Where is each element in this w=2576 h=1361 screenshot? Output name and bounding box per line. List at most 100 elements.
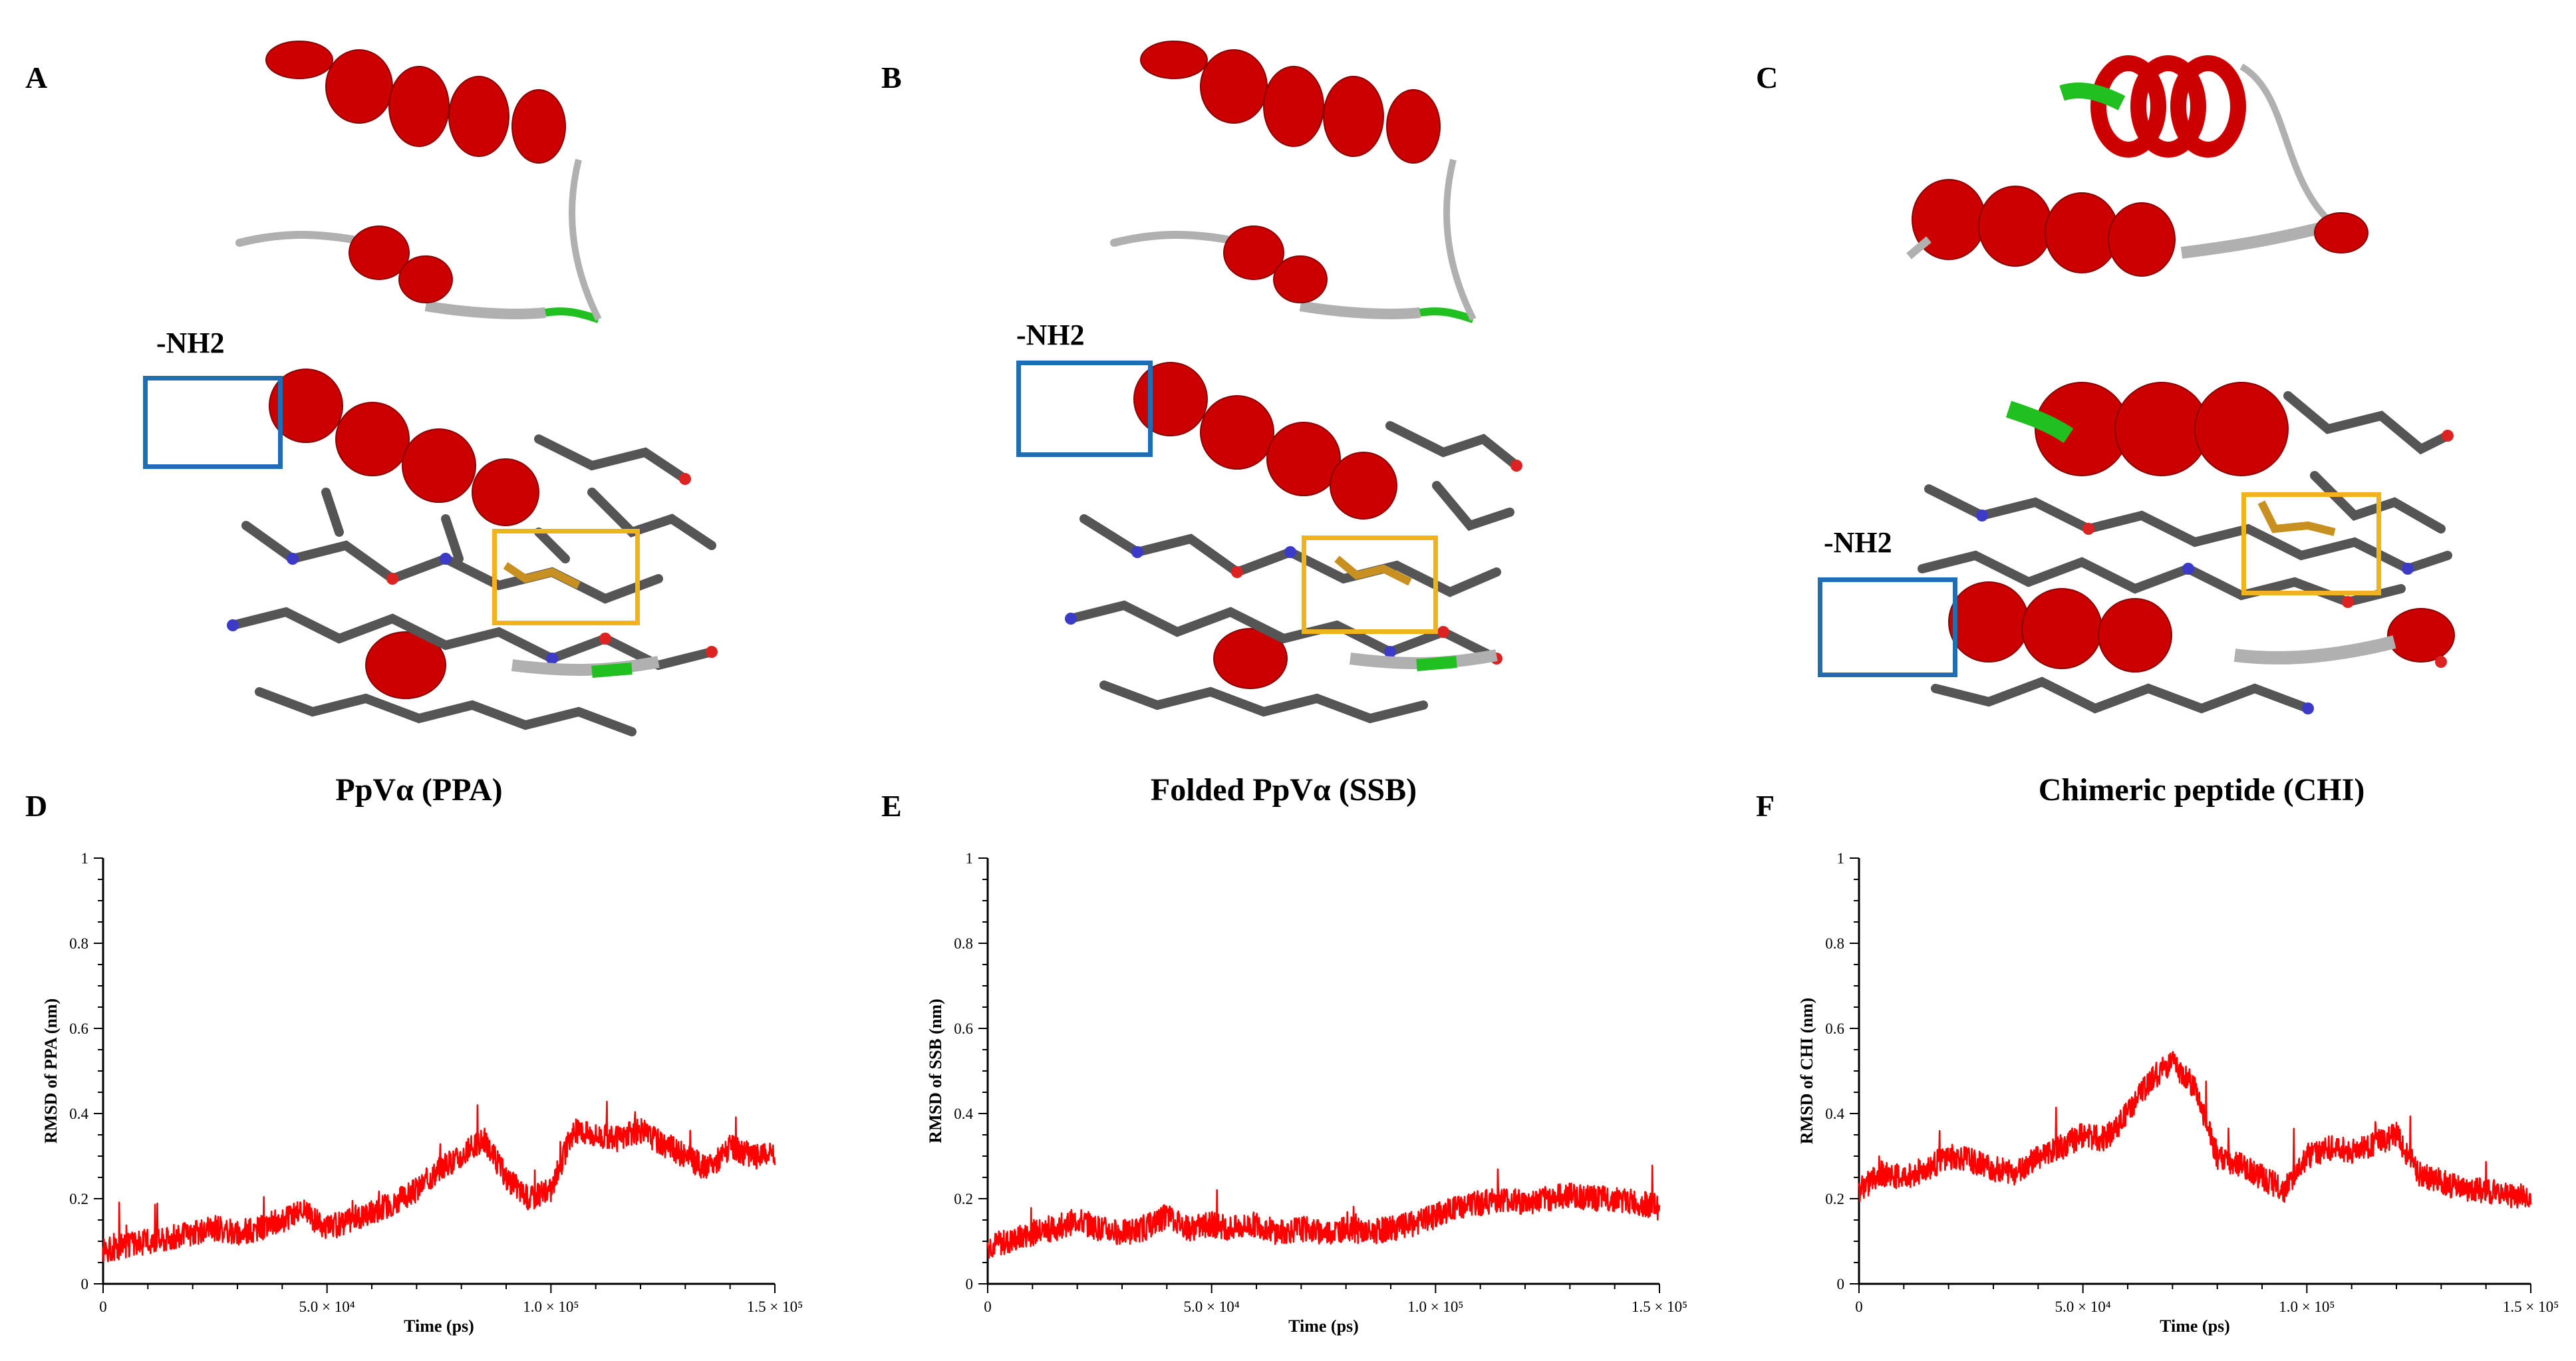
x-tick-label: 0 [984, 1298, 992, 1315]
y-tick-label: 0.6 [954, 1020, 973, 1037]
helix-upper [265, 41, 566, 164]
helix-upper [2090, 55, 2246, 158]
rmsd-trace-line [102, 1100, 776, 1263]
nterm-highlight-box-b [1016, 361, 1153, 457]
y-tick-label: 0 [81, 1276, 89, 1292]
rmsd-plot-d: 0 0.2 0.4 0.6 0.8 1 0 5.0 × 10⁴ 1.0 × 10⁵ 1.5 × 1… [27, 845, 811, 1350]
y-tick-label: 0 [1837, 1276, 1845, 1292]
x-tick-label: 1.0 × 10⁵ [1407, 1298, 1463, 1315]
turn-segment [591, 663, 633, 678]
x-tick-label: 5.0 × 10⁴ [299, 1298, 355, 1315]
helix-lower [349, 226, 453, 303]
helix-lower [1912, 179, 2368, 277]
plot-title-d: PpVα (PPA) [335, 772, 503, 808]
turn-segment [2005, 400, 2074, 443]
turn-segment [1419, 307, 1475, 323]
y-tick-label: 0.8 [69, 935, 88, 952]
nterm-highlight-box-a [143, 376, 283, 469]
y-tick-label: 0.6 [69, 1020, 88, 1037]
disulfide-highlight-box-c [2241, 492, 2381, 595]
turn-segment [1416, 656, 1457, 671]
rmsd-plot-f: 0 0.2 0.4 0.6 0.8 1 0 5.0 × 10⁴ 1.0 × 10⁵ 1.5 × 1… [1783, 845, 2567, 1350]
y-tick-label: 0.2 [69, 1191, 88, 1207]
ribbon-structure-c [1902, 40, 2381, 306]
stick-bonds [228, 434, 716, 736]
turn-segment [545, 307, 600, 323]
x-tick-label: 1.5 × 10⁵ [1632, 1298, 1687, 1315]
ribbon-structure-b [1101, 13, 1500, 333]
nterm-highlight-box-c [1818, 577, 1957, 677]
ribbon-a-graphic [235, 41, 602, 323]
x-tick-label: 1.0 × 10⁵ [523, 1298, 579, 1315]
coil-segment [424, 301, 546, 319]
coil-segment [2180, 220, 2330, 259]
plot-title-e: Folded PpVα (SSB) [1150, 772, 1417, 808]
oxygen-atoms [386, 473, 718, 658]
ribbon-structure-a [226, 13, 625, 333]
nitrogen-atoms [1976, 510, 2414, 714]
y-tick-label: 0.4 [1825, 1106, 1844, 1122]
coil-segment [1299, 301, 1421, 319]
panel-letter-e: E [881, 789, 902, 823]
coil-segment [569, 158, 602, 321]
rmsd-trace-line [986, 1164, 1661, 1259]
y-tick-label: 0.8 [1825, 935, 1844, 952]
y-tick-label: 1 [81, 850, 89, 867]
disulfide-highlight-box-a [492, 529, 640, 625]
rmsd-plot-e-svg: 0 0.2 0.4 0.6 0.8 1 0 5.0 × 10⁴ 1.0 × 10⁵ 1.5 × 1… [926, 850, 1687, 1336]
coil-segment [1110, 231, 1231, 247]
y-tick-label: 0.2 [1825, 1191, 1844, 1207]
x-tick-label: 1.5 × 10⁵ [2503, 1298, 2559, 1315]
disulfide-bond [503, 562, 581, 589]
x-tick-label: 1.0 × 10⁵ [2279, 1298, 2335, 1315]
x-tick-label: 0 [99, 1298, 107, 1315]
x-tick-label: 0 [1855, 1298, 1863, 1315]
nitrogen-atoms [1065, 546, 1396, 658]
stick-a-graphic [227, 369, 718, 736]
ribbon-c-graphic [1906, 55, 2368, 277]
coil-segment [2233, 635, 2396, 665]
coil-segment [1906, 236, 1932, 259]
helix-upper [1140, 41, 1441, 164]
x-axis-label: Time (ps) [1288, 1316, 1359, 1336]
stick-c-graphic [1918, 382, 2455, 714]
disulfide-bond [2257, 500, 2336, 536]
helix-lower [1223, 226, 1328, 303]
y-tick-label: 1 [1837, 850, 1845, 867]
disulfide-bond [1334, 555, 1412, 586]
panel-letter-a: A [25, 61, 48, 94]
rmsd-trace-line [1858, 1051, 2532, 1209]
panel-letter-b: B [881, 61, 902, 94]
y-tick-label: 0.6 [1825, 1020, 1844, 1037]
panel-letter-f: F [1756, 789, 1775, 823]
rmsd-plot-d-svg: 0 0.2 0.4 0.6 0.8 1 0 5.0 × 10⁴ 1.0 × 10⁵ 1.5 × 1… [41, 850, 803, 1336]
coil-segment [511, 656, 660, 676]
coil-segment [1443, 158, 1477, 321]
y-axis-label: RMSD of PPA (nm) [41, 998, 61, 1143]
helix-ribbon [1948, 382, 2455, 673]
helix-ribbon [269, 369, 539, 699]
y-tick-label: 0.8 [954, 935, 973, 952]
nitrogen-atoms [227, 553, 558, 665]
stick-structure-c [1916, 369, 2474, 728]
nh2-label-c: -NH2 [1824, 526, 1892, 559]
panel-letter-c: C [1756, 61, 1779, 94]
plot-title-f: Chimeric peptide (CHI) [2038, 772, 2365, 808]
x-tick-label: 1.5 × 10⁵ [747, 1298, 803, 1315]
y-axis-label: RMSD of CHI (nm) [1797, 998, 1816, 1144]
stick-structure-a [193, 359, 758, 738]
y-tick-label: 0.4 [954, 1106, 973, 1122]
y-tick-label: 0.4 [69, 1106, 88, 1122]
y-tick-label: 0 [966, 1276, 974, 1292]
ribbon-b-graphic [1110, 41, 1477, 323]
coil-segment [2239, 63, 2331, 222]
x-axis-label: Time (ps) [404, 1316, 474, 1336]
nh2-label-b: -NH2 [1016, 319, 1085, 351]
rmsd-plot-f-svg: 0 0.2 0.4 0.6 0.8 1 0 5.0 × 10⁴ 1.0 × 10⁵ 1.5 × 1… [1797, 850, 2559, 1336]
y-tick-label: 1 [966, 850, 974, 867]
x-axis-label: Time (ps) [2160, 1316, 2230, 1336]
disulfide-highlight-box-b [1302, 535, 1438, 634]
x-tick-label: 5.0 × 10⁴ [2055, 1298, 2111, 1315]
y-axis-label: RMSD of SSB (nm) [926, 998, 945, 1143]
oxygen-atoms [2082, 430, 2454, 668]
